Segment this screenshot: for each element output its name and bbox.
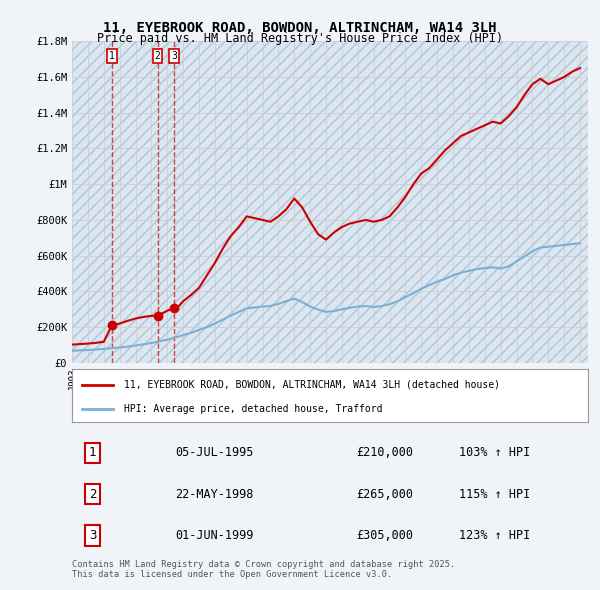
Text: 1: 1 bbox=[109, 51, 115, 61]
Text: 103% ↑ HPI: 103% ↑ HPI bbox=[459, 446, 530, 460]
Bar bbox=[72, 41, 588, 363]
Text: 2: 2 bbox=[155, 51, 160, 61]
Text: 3: 3 bbox=[89, 529, 97, 542]
Text: 1: 1 bbox=[89, 446, 97, 460]
Text: 22-MAY-1998: 22-MAY-1998 bbox=[175, 487, 254, 501]
Text: 123% ↑ HPI: 123% ↑ HPI bbox=[459, 529, 530, 542]
Text: 3: 3 bbox=[171, 51, 177, 61]
Text: £210,000: £210,000 bbox=[356, 446, 413, 460]
Text: 01-JUN-1999: 01-JUN-1999 bbox=[175, 529, 254, 542]
Text: £265,000: £265,000 bbox=[356, 487, 413, 501]
Text: 05-JUL-1995: 05-JUL-1995 bbox=[175, 446, 254, 460]
Text: 115% ↑ HPI: 115% ↑ HPI bbox=[459, 487, 530, 501]
Text: Contains HM Land Registry data © Crown copyright and database right 2025.
This d: Contains HM Land Registry data © Crown c… bbox=[72, 560, 455, 579]
Text: Price paid vs. HM Land Registry's House Price Index (HPI): Price paid vs. HM Land Registry's House … bbox=[97, 32, 503, 45]
Text: £305,000: £305,000 bbox=[356, 529, 413, 542]
Text: HPI: Average price, detached house, Trafford: HPI: Average price, detached house, Traf… bbox=[124, 404, 382, 414]
Text: 2: 2 bbox=[89, 487, 97, 501]
Text: 11, EYEBROOK ROAD, BOWDON, ALTRINCHAM, WA14 3LH (detached house): 11, EYEBROOK ROAD, BOWDON, ALTRINCHAM, W… bbox=[124, 380, 500, 389]
Text: 11, EYEBROOK ROAD, BOWDON, ALTRINCHAM, WA14 3LH: 11, EYEBROOK ROAD, BOWDON, ALTRINCHAM, W… bbox=[103, 21, 497, 35]
